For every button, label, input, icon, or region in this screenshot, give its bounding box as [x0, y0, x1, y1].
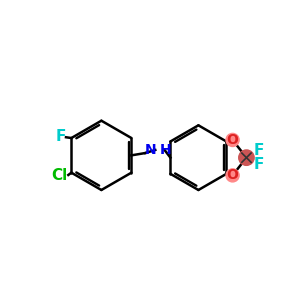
- Text: F: F: [254, 157, 264, 172]
- Text: F: F: [254, 143, 264, 158]
- Text: F: F: [56, 129, 66, 144]
- Text: O: O: [226, 133, 238, 147]
- Text: H: H: [160, 143, 172, 157]
- Text: Cl: Cl: [51, 168, 67, 183]
- Circle shape: [226, 134, 239, 146]
- Text: N: N: [144, 143, 156, 157]
- Circle shape: [226, 169, 239, 182]
- Text: O: O: [226, 168, 238, 182]
- Circle shape: [239, 150, 254, 165]
